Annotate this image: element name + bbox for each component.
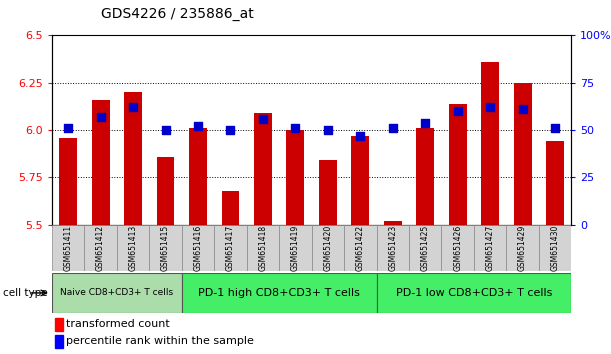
Bar (409, 225, 442, 271)
Text: GSM651426: GSM651426 (453, 225, 462, 271)
Point (323, 127, 333, 133)
Text: percentile rank within the sample: percentile rank within the sample (66, 336, 254, 346)
Bar (312, 225, 344, 271)
Bar (514, 83, 532, 225)
Bar (214, 225, 247, 271)
Point (550, 125, 560, 131)
Bar (156, 156, 175, 225)
Point (453, 108, 463, 114)
Bar (247, 225, 279, 271)
Bar (474, 225, 507, 271)
Text: GSM651418: GSM651418 (258, 225, 268, 271)
Text: GSM651417: GSM651417 (226, 225, 235, 271)
Bar (84, 225, 117, 271)
Point (388, 125, 398, 131)
Text: GDS4226 / 235886_at: GDS4226 / 235886_at (101, 7, 254, 21)
Text: GSM651420: GSM651420 (323, 225, 332, 271)
Text: GSM651413: GSM651413 (128, 225, 137, 271)
Bar (52, 273, 182, 313)
Text: GSM651423: GSM651423 (388, 225, 397, 271)
Bar (124, 92, 142, 225)
Bar (182, 225, 214, 271)
Point (128, 104, 138, 110)
Bar (448, 104, 467, 225)
Text: GSM651416: GSM651416 (194, 225, 202, 271)
Bar (319, 160, 337, 225)
Bar (481, 62, 499, 225)
Text: transformed count: transformed count (66, 319, 170, 329)
Point (258, 116, 268, 121)
Text: Naive CD8+CD3+ T cells: Naive CD8+CD3+ T cells (60, 289, 174, 297)
Bar (189, 128, 207, 225)
Bar (287, 130, 304, 225)
Bar (279, 225, 312, 271)
Text: PD-1 high CD8+CD3+ T cells: PD-1 high CD8+CD3+ T cells (198, 288, 360, 298)
Text: PD-1 low CD8+CD3+ T cells: PD-1 low CD8+CD3+ T cells (396, 288, 552, 298)
Text: GSM651415: GSM651415 (161, 225, 170, 271)
Bar (442, 225, 474, 271)
Point (225, 127, 235, 133)
Bar (546, 142, 564, 225)
Bar (182, 273, 376, 313)
Bar (222, 191, 240, 225)
Bar (149, 225, 182, 271)
Point (518, 107, 527, 112)
Text: GSM651422: GSM651422 (356, 225, 365, 271)
Bar (55, 318, 63, 331)
Point (356, 133, 365, 139)
Bar (52, 225, 84, 271)
Bar (351, 136, 369, 225)
Bar (376, 273, 571, 313)
Bar (92, 100, 109, 225)
Bar (344, 225, 376, 271)
Point (64, 125, 73, 131)
Bar (55, 335, 63, 348)
Text: GSM651419: GSM651419 (291, 225, 300, 271)
Text: GSM651427: GSM651427 (486, 225, 495, 271)
Bar (117, 225, 149, 271)
Bar (384, 221, 401, 225)
Text: cell type: cell type (3, 288, 48, 298)
Point (485, 104, 495, 110)
Text: GSM651425: GSM651425 (421, 225, 430, 271)
Bar (539, 225, 571, 271)
Bar (376, 225, 409, 271)
Point (290, 125, 300, 131)
Point (193, 124, 203, 129)
Text: GSM651429: GSM651429 (518, 225, 527, 271)
Point (96, 114, 106, 120)
Bar (59, 138, 77, 225)
Bar (507, 225, 539, 271)
Point (420, 120, 430, 125)
Text: GSM651412: GSM651412 (96, 225, 105, 271)
Bar (254, 113, 272, 225)
Text: GSM651411: GSM651411 (64, 225, 73, 271)
Text: GSM651430: GSM651430 (551, 224, 560, 271)
Point (161, 127, 170, 133)
Bar (416, 128, 434, 225)
